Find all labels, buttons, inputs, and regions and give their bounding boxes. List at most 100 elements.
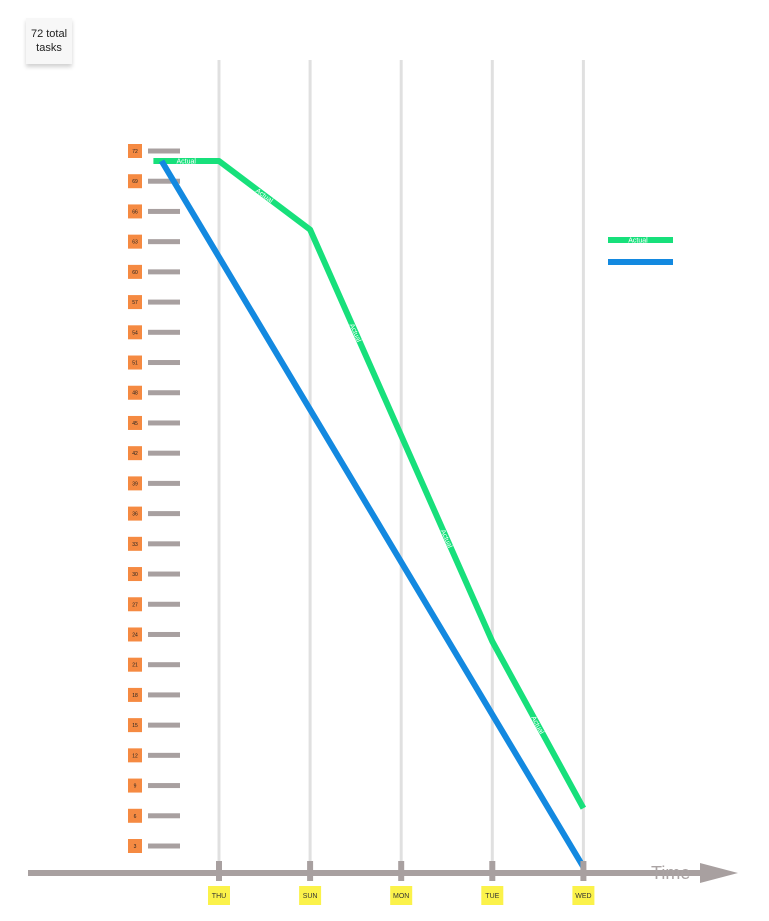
- y-tick-label: 39: [132, 481, 138, 487]
- series-path: [153, 158, 587, 810]
- y-tick-note: [128, 476, 142, 491]
- y-tick-label: 30: [132, 572, 138, 578]
- y-tick: 6: [128, 808, 180, 823]
- y-tick-label: 6: [134, 814, 137, 820]
- y-tick: 21: [128, 657, 180, 672]
- y-tick-label: 60: [132, 270, 138, 276]
- y-tick: 60: [128, 264, 180, 279]
- legend-entry: Actual: [608, 237, 673, 245]
- y-tick-dash: [148, 208, 180, 214]
- y-tick-label: 72: [132, 149, 138, 155]
- series-label: Actual: [439, 529, 453, 550]
- y-tick-note: [128, 295, 142, 310]
- y-tick-dash: [148, 813, 180, 819]
- y-tick: 24: [128, 627, 180, 642]
- y-tick-note: [128, 687, 142, 702]
- y-tick-note: [128, 748, 142, 763]
- y-tick-note: [128, 355, 142, 370]
- y-tick: 27: [128, 597, 180, 612]
- y-tick-dash: [148, 450, 180, 456]
- y-tick: 15: [128, 718, 180, 733]
- y-tick: 30: [128, 567, 180, 582]
- series-label: Actual: [254, 187, 274, 205]
- y-tick-note: [128, 839, 142, 853]
- y-tick: 54: [128, 325, 180, 340]
- y-tick-label: 18: [132, 693, 138, 699]
- y-tick-dash: [148, 571, 180, 577]
- series-label: Actual: [348, 323, 362, 344]
- y-tick-dash: [148, 783, 180, 789]
- total-tasks-text: 72 total tasks: [30, 28, 68, 54]
- legend-label: Actual: [628, 238, 648, 245]
- y-tick-dash: [148, 722, 180, 728]
- y-tick: 48: [128, 385, 180, 400]
- y-tick-label: 69: [132, 179, 138, 185]
- y-tick-note: [128, 657, 142, 672]
- y-tick-dash: [148, 541, 180, 547]
- y-tick-note: [128, 144, 142, 158]
- y-tick-note: [128, 325, 142, 340]
- y-tick-note: [128, 718, 142, 733]
- y-tick-label: 57: [132, 300, 138, 306]
- y-tick: 63: [128, 234, 180, 249]
- y-tick-label: 54: [132, 330, 138, 336]
- y-tick-dash: [148, 329, 180, 335]
- y-tick: 66: [128, 204, 180, 219]
- y-tick-note: [128, 627, 142, 642]
- x-axis-arrow: [700, 863, 738, 883]
- y-tick: 18: [128, 687, 180, 702]
- y-tick-note: [128, 234, 142, 249]
- y-tick: 3: [128, 839, 180, 853]
- y-tick-label: 63: [132, 240, 138, 246]
- x-tick-label: MON: [393, 893, 409, 900]
- y-tick-dash: [148, 662, 180, 668]
- y-tick-label: 21: [132, 663, 138, 669]
- x-tick-mark: [307, 861, 314, 881]
- y-tick-dash: [148, 692, 180, 698]
- x-tick-note: [208, 886, 230, 905]
- y-tick-label: 66: [132, 209, 138, 215]
- x-tick-mark: [398, 861, 405, 881]
- x-tick-label: SUN: [303, 893, 318, 900]
- y-tick: 57: [128, 295, 180, 310]
- y-tick: 72: [128, 144, 180, 158]
- y-tick-note: [128, 264, 142, 279]
- y-tick-label: 51: [132, 361, 138, 367]
- y-tick-dash: [148, 269, 180, 275]
- y-tick: 51: [128, 355, 180, 370]
- x-tick-note: [299, 886, 322, 905]
- x-axis-title: Time: [651, 863, 690, 883]
- y-tick-label: 12: [132, 753, 138, 759]
- y-tick-dash: [148, 148, 180, 154]
- vertical-gridlines: [217, 60, 585, 866]
- legend: Actual: [608, 237, 673, 265]
- y-tick-label: 42: [132, 451, 138, 457]
- x-tick-label: TUE: [485, 893, 499, 900]
- series-path: [159, 159, 586, 869]
- y-tick: 36: [128, 506, 180, 521]
- y-tick-label: 27: [132, 602, 138, 608]
- series-label: Actual: [529, 715, 545, 736]
- y-tick-dash: [148, 480, 180, 486]
- x-tick-note: [572, 886, 595, 905]
- y-tick-label: 24: [132, 632, 138, 638]
- y-tick: 42: [128, 446, 180, 461]
- total-tasks-note: 72 total tasks: [26, 18, 72, 64]
- y-tick-label: 48: [132, 391, 138, 397]
- y-tick-dash: [148, 420, 180, 426]
- y-tick-label: 36: [132, 512, 138, 518]
- series-ideal-line: [159, 159, 586, 869]
- y-tick-label: 3: [134, 844, 137, 850]
- y-tick-note: [128, 778, 142, 793]
- y-tick-note: [128, 174, 142, 189]
- y-tick: 33: [128, 536, 180, 551]
- y-tick: 45: [128, 415, 180, 430]
- y-tick-dash: [148, 601, 180, 607]
- y-tick: 69: [128, 174, 180, 189]
- x-axis: Time THU SUN MON TUE WED: [28, 861, 738, 905]
- y-tick-dash: [148, 390, 180, 396]
- y-tick-dash: [148, 360, 180, 366]
- y-tick: 12: [128, 748, 180, 763]
- y-tick-label: 45: [132, 421, 138, 427]
